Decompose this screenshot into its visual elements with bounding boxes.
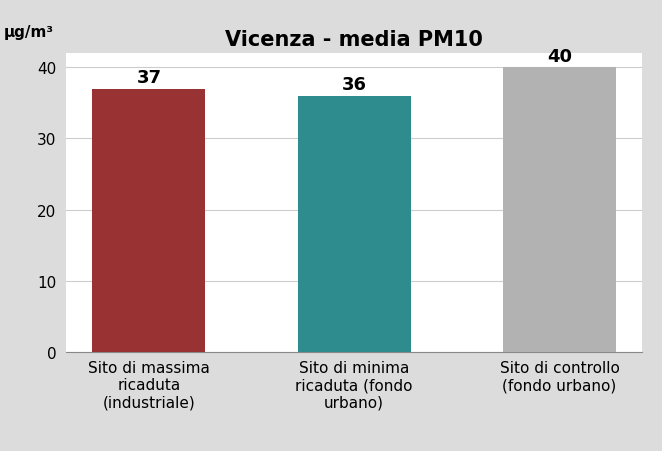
Bar bbox=[93, 90, 205, 352]
Text: 37: 37 bbox=[136, 69, 162, 87]
Text: 36: 36 bbox=[342, 76, 367, 94]
Bar bbox=[298, 97, 410, 352]
Title: Vicenza - media PM10: Vicenza - media PM10 bbox=[225, 30, 483, 50]
Text: 40: 40 bbox=[547, 47, 572, 65]
Bar bbox=[503, 68, 616, 352]
Text: μg/m³: μg/m³ bbox=[4, 25, 54, 40]
